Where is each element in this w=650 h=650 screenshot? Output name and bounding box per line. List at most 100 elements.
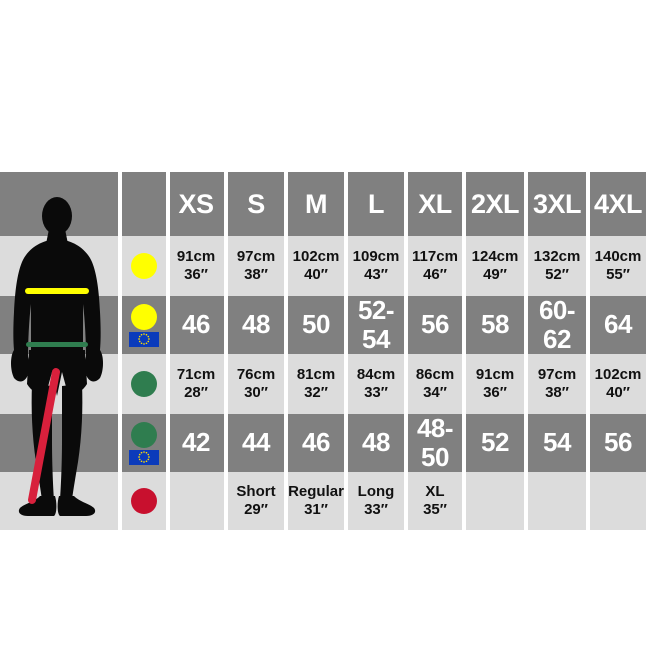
legend-dot-red (131, 488, 157, 514)
header-band (0, 172, 650, 236)
row-band-0 (0, 236, 650, 296)
cell-r4-2xl (466, 472, 524, 530)
gutter-col-2 (284, 172, 288, 530)
cell-r4-xl: XL 35″ (408, 472, 462, 530)
cell-line-2: 28″ (184, 383, 208, 401)
size-header-l: L (368, 188, 385, 219)
cell-r1-4xl: 64 (590, 296, 646, 354)
silhouette-shape (11, 197, 103, 516)
cell-line-2: 43″ (364, 265, 388, 283)
cell-line-1: 91cm (176, 247, 216, 265)
cell-line-2: 29″ (244, 500, 268, 518)
cell-line-1: 64 (604, 309, 632, 340)
row-band-1 (0, 296, 650, 354)
cell-line-2: 38″ (545, 383, 569, 401)
cell-r1-m: 50 (288, 296, 344, 354)
cell-r1-2xl: 58 (466, 296, 524, 354)
gutter-col-5 (462, 172, 466, 530)
gutter-icon (166, 172, 170, 530)
eu-flag-icon (129, 331, 159, 347)
cell-line-1: 60-62 (538, 294, 576, 354)
cell-line-1: 117cm (412, 247, 458, 265)
gutter-col-4 (404, 172, 408, 530)
cell-line-1: 46 (302, 427, 330, 458)
cell-r2-2xl: 91cm 36″ (466, 354, 524, 414)
cell-line-1: Regular (288, 482, 344, 500)
cell-line-2: 35″ (423, 500, 447, 518)
cell-line-1: 102cm (594, 365, 642, 383)
size-header-s: S (247, 188, 265, 219)
cell-r0-2xl: 124cm 49″ (466, 236, 524, 296)
cell-line-1: 50 (302, 309, 330, 340)
row-band-3 (0, 414, 650, 472)
cell-line-2: 52″ (545, 265, 569, 283)
cell-line-1: 58 (481, 309, 509, 340)
gutter-col-7 (586, 172, 590, 530)
cell-r1-3xl: 60-62 (528, 294, 586, 354)
legend-dot-yellow (131, 303, 157, 330)
body-silhouette-svg (11, 197, 103, 516)
row-band-4 (0, 472, 650, 530)
cell-line-1: 46 (182, 309, 210, 340)
cell-line-2: 49″ (483, 265, 507, 283)
size-header-xl: XL (418, 188, 452, 219)
cell-line-1: 56 (421, 309, 449, 340)
gutter-col-6 (524, 172, 528, 530)
cell-r3-l: 48 (348, 414, 404, 472)
cell-line-2: 38″ (244, 265, 268, 283)
gutter-col-3 (344, 172, 348, 530)
cell-r3-m: 46 (288, 414, 344, 472)
cell-r0-xs: 91cm 36″ (168, 236, 224, 296)
cell-r4-l: Long 33″ (348, 472, 404, 530)
cell-r3-xl: 48-50 (408, 412, 462, 472)
cell-line-1: Short (236, 482, 276, 500)
cell-line-2: 36″ (184, 265, 208, 283)
gutter-right (646, 172, 650, 530)
cell-r2-m: 81cm 32″ (288, 354, 344, 414)
size-header-2xl: 2XL (470, 188, 520, 219)
cell-line-2: 34″ (423, 383, 447, 401)
cell-line-2: 36″ (483, 383, 507, 401)
legend-dot-green (131, 371, 157, 397)
cell-line-1: 44 (242, 427, 270, 458)
cell-line-1: 86cm (415, 365, 455, 383)
cell-line-2: 46″ (423, 265, 447, 283)
waist-measure-line (26, 342, 88, 347)
chest-measure-icon (122, 236, 166, 296)
cell-line-1: 81cm (296, 365, 336, 383)
cell-line-2: 32″ (304, 383, 328, 401)
cell-r3-s: 44 (228, 414, 284, 472)
cell-line-2: 30″ (244, 383, 268, 401)
size-header-m: M (305, 188, 328, 219)
cell-line-1: 42 (182, 427, 210, 458)
cell-line-1: XL (425, 482, 445, 500)
cell-r0-l: 109cm 43″ (348, 236, 404, 296)
cell-line-1: 48 (242, 309, 270, 340)
cell-r1-xl: 56 (408, 296, 462, 354)
cell-line-1: 132cm (533, 247, 581, 265)
inseam-measure-line (28, 368, 60, 504)
cell-r4-s: Short 29″ (228, 472, 284, 530)
size-header-3xl: 3XL (532, 188, 582, 219)
cell-r0-3xl: 132cm 52″ (528, 236, 586, 296)
row-band-2 (0, 354, 650, 414)
cell-line-2: 40″ (606, 383, 630, 401)
cell-r2-3xl: 97cm 38″ (528, 354, 586, 414)
inseam-measure-icon (122, 472, 166, 530)
cell-line-1: 91cm (475, 365, 515, 383)
cell-line-1: 52-54 (357, 294, 395, 354)
cell-line-2: 40″ (304, 265, 328, 283)
cell-line-1: 76cm (236, 365, 276, 383)
cell-r0-s: 97cm 38″ (228, 236, 284, 296)
cell-line-1: 48-50 (416, 412, 454, 472)
cell-line-1: Long (357, 482, 395, 500)
body-figure (0, 172, 118, 530)
cell-r4-4xl (590, 472, 646, 530)
cell-r2-4xl: 102cm 40″ (590, 354, 646, 414)
cell-r2-s: 76cm 30″ (228, 354, 284, 414)
cell-line-1: 48 (362, 427, 390, 458)
cell-r0-xl: 117cm 46″ (408, 236, 462, 296)
cell-r4-xs (168, 472, 224, 530)
chest-eu-size-icon (122, 296, 166, 354)
cell-line-1: 71cm (176, 365, 216, 383)
